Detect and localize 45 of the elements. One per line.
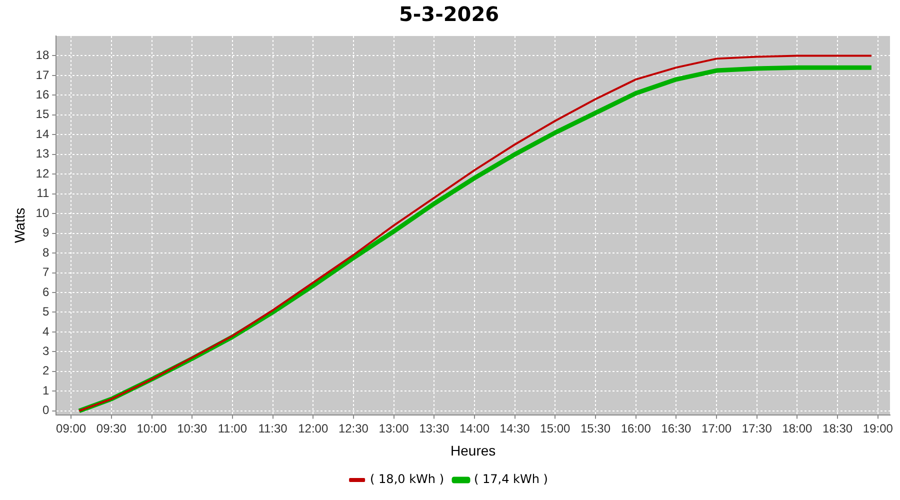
x-tick-label: 11:30 [258, 421, 288, 436]
y-tick-label: 12 [36, 166, 50, 180]
y-tick-label: 5 [42, 304, 50, 319]
x-tick-label: 15:30 [580, 421, 611, 436]
y-tick-label: 11 [36, 186, 50, 200]
y-tick-label: 8 [42, 245, 50, 260]
x-tick-label: 10:30 [177, 421, 208, 436]
y-tick-label: 14 [36, 126, 50, 141]
y-tick-label: 4 [42, 324, 50, 338]
x-tick-label: 14:00 [459, 421, 490, 436]
y-tick-label: 15 [36, 107, 50, 122]
x-tick-label: 09:30 [96, 421, 127, 436]
y-tick-label: 10 [36, 206, 50, 220]
y-tick-label: 9 [42, 226, 50, 240]
x-tick-label: 17:30 [742, 421, 772, 436]
x-tick-label: 15:00 [540, 421, 571, 436]
y-tick-label: 13 [36, 146, 50, 161]
y-tick-label: 1 [42, 383, 50, 398]
x-tick-label: 13:30 [419, 421, 450, 436]
y-tick-label: 17 [36, 68, 50, 82]
x-tick-label: 12:30 [338, 421, 369, 436]
x-tick-label: 18:30 [822, 421, 853, 436]
x-axis-title: Heures [450, 442, 496, 458]
x-tick-label: 17:00 [702, 421, 732, 436]
x-tick-label: 18:00 [782, 421, 813, 436]
y-tick-label: 2 [42, 364, 50, 378]
y-tick-label: 18 [36, 48, 50, 62]
legend-label: ( 17,4 kWh ) [474, 472, 548, 486]
x-tick-label: 12:00 [298, 421, 328, 436]
x-tick-label: 19:00 [862, 421, 894, 436]
y-tick-label: 16 [36, 88, 50, 102]
y-tick-label: 3 [42, 344, 50, 358]
x-tick-label: 16:30 [661, 421, 692, 436]
y-tick-label: 6 [42, 284, 50, 299]
chart-title: 5-3-2026 [398, 2, 500, 26]
y-tick-label: 7 [42, 265, 50, 280]
x-tick-label: 14:30 [500, 421, 530, 436]
legend-label: ( 18,0 kWh ) [370, 472, 444, 486]
x-tick-label: 16:00 [620, 421, 652, 436]
x-tick-label: 10:00 [136, 421, 168, 436]
x-tick-label: 13:00 [378, 421, 410, 436]
x-tick-label: 11:00 [218, 421, 248, 436]
x-tick-label: 09:00 [56, 421, 86, 436]
y-axis-title: Watts [11, 208, 28, 244]
y-tick-label: 0 [42, 403, 50, 418]
